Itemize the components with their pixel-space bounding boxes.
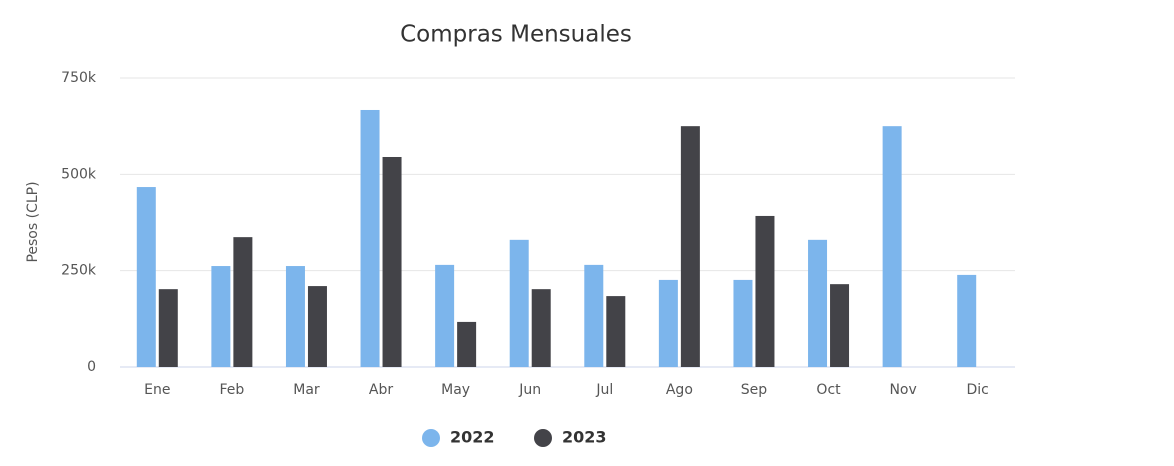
bar bbox=[435, 264, 455, 367]
y-tick-label: 250k bbox=[61, 263, 97, 279]
x-tick-label: Mar bbox=[293, 382, 320, 398]
bar bbox=[307, 286, 327, 367]
bar bbox=[285, 266, 305, 367]
bar bbox=[658, 279, 678, 367]
bar bbox=[755, 215, 775, 367]
bar bbox=[733, 279, 753, 367]
bar bbox=[360, 109, 380, 367]
x-tick-label: Ago bbox=[666, 382, 693, 398]
x-tick-label: Ene bbox=[144, 382, 170, 398]
x-tick-label: Sep bbox=[741, 382, 768, 398]
legend-marker bbox=[534, 429, 552, 447]
bar bbox=[808, 239, 828, 367]
y-axis-label: Pesos (CLP) bbox=[25, 181, 41, 262]
bar bbox=[606, 296, 626, 367]
y-tick-label: 750k bbox=[61, 70, 97, 86]
chart-title: Compras Mensuales bbox=[400, 22, 632, 48]
bar bbox=[382, 156, 402, 367]
bar bbox=[957, 274, 977, 367]
x-tick-label: Jun bbox=[518, 382, 541, 398]
bar bbox=[531, 289, 551, 367]
x-tick-label: Oct bbox=[816, 382, 841, 398]
bar bbox=[584, 264, 604, 367]
bar bbox=[680, 126, 700, 368]
legend-label: 2022 bbox=[450, 428, 495, 447]
x-tick-label: Dic bbox=[967, 382, 989, 398]
y-tick-label: 500k bbox=[61, 166, 97, 182]
bar bbox=[830, 284, 850, 367]
bar bbox=[457, 321, 477, 367]
bar bbox=[136, 187, 156, 367]
bar bbox=[882, 126, 902, 368]
legend-marker bbox=[422, 429, 440, 447]
y-tick-label: 0 bbox=[87, 359, 96, 375]
x-tick-label: Feb bbox=[219, 382, 244, 398]
bar bbox=[158, 289, 178, 367]
x-tick-label: Abr bbox=[369, 382, 393, 398]
bar bbox=[233, 237, 253, 367]
x-tick-label: Jul bbox=[595, 382, 613, 398]
x-tick-label: Nov bbox=[889, 382, 916, 398]
legend-label: 2023 bbox=[562, 428, 607, 447]
bar bbox=[211, 266, 231, 367]
bar bbox=[509, 239, 529, 367]
x-tick-label: May bbox=[441, 382, 470, 398]
